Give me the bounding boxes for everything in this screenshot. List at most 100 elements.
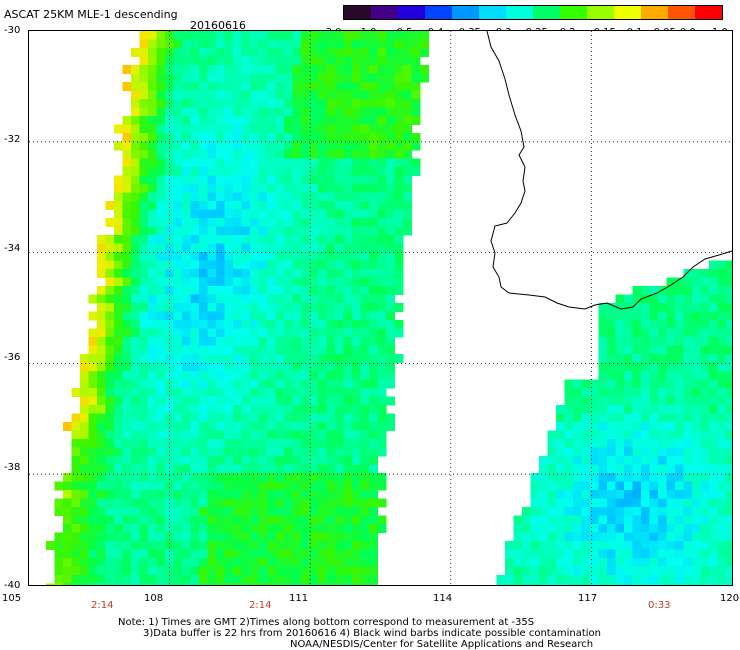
wind-map[interactable] — [28, 30, 733, 586]
wind-pixel — [369, 329, 378, 338]
wind-pixel — [386, 57, 395, 66]
wind-pixel — [403, 159, 412, 168]
wind-pixel — [650, 533, 659, 542]
wind-pixel — [89, 541, 98, 550]
wind-pixel — [216, 371, 225, 380]
wind-pixel — [616, 320, 625, 329]
wind-pixel — [378, 40, 387, 49]
wind-pixel — [174, 31, 183, 40]
wind-pixel — [225, 380, 234, 389]
wind-pixel — [293, 575, 302, 584]
wind-pixel — [718, 456, 727, 465]
wind-pixel — [386, 167, 395, 176]
wind-pixel — [208, 252, 217, 261]
wind-pixel — [140, 303, 149, 312]
wind-pixel — [182, 286, 191, 295]
wind-pixel — [726, 567, 732, 576]
wind-pixel — [199, 465, 208, 474]
wind-pixel — [123, 584, 132, 586]
wind-pixel — [182, 278, 191, 287]
wind-pixel — [97, 524, 106, 533]
wind-pixel — [123, 218, 132, 227]
wind-pixel — [658, 397, 667, 406]
wind-pixel — [199, 567, 208, 576]
lon-label: 105 — [2, 593, 21, 604]
wind-pixel — [726, 541, 732, 550]
wind-pixel — [403, 99, 412, 108]
wind-pixel — [233, 541, 242, 550]
wind-pixel — [556, 533, 565, 542]
wind-pixel — [276, 507, 285, 516]
wind-pixel — [242, 184, 251, 193]
wind-pixel — [284, 558, 293, 567]
wind-pixel — [284, 278, 293, 287]
wind-pixel — [106, 261, 115, 270]
wind-pixel — [361, 567, 370, 576]
wind-pixel — [318, 99, 327, 108]
wind-pixel — [216, 405, 225, 414]
lat-label: -34 — [4, 243, 20, 254]
wind-pixel — [165, 57, 174, 66]
wind-pixel — [310, 159, 319, 168]
wind-pixel — [242, 210, 251, 219]
wind-pixel — [318, 584, 327, 586]
wind-pixel — [386, 65, 395, 74]
wind-pixel — [718, 380, 727, 389]
wind-pixel — [225, 312, 234, 321]
wind-pixel — [701, 507, 710, 516]
wind-pixel — [276, 422, 285, 431]
wind-pixel — [123, 380, 132, 389]
wind-pixel — [191, 108, 200, 117]
wind-pixel — [361, 57, 370, 66]
wind-pixel — [403, 65, 412, 74]
wind-pixel — [692, 320, 701, 329]
wind-pixel — [233, 371, 242, 380]
wind-pixel — [242, 48, 251, 57]
wind-pixel — [684, 320, 693, 329]
wind-pixel — [633, 499, 642, 508]
wind-pixel — [403, 184, 412, 193]
wind-pixel — [182, 167, 191, 176]
wind-pixel — [225, 176, 234, 185]
wind-pixel — [318, 456, 327, 465]
wind-pixel — [726, 524, 732, 533]
wind-pixel — [658, 414, 667, 423]
wind-pixel — [310, 176, 319, 185]
wind-pixel — [131, 465, 140, 474]
wind-pixel — [182, 388, 191, 397]
wind-pixel — [531, 533, 540, 542]
wind-pixel — [607, 312, 616, 321]
wind-pixel — [352, 456, 361, 465]
wind-pixel — [344, 516, 353, 525]
wind-pixel — [327, 125, 336, 134]
wind-pixel — [208, 150, 217, 159]
wind-pixel — [624, 507, 633, 516]
wind-pixel — [369, 507, 378, 516]
wind-pixel — [276, 337, 285, 346]
wind-pixel — [361, 524, 370, 533]
wind-pixel — [335, 218, 344, 227]
wind-pixel — [684, 354, 693, 363]
wind-pixel — [250, 439, 259, 448]
wind-pixel — [131, 48, 140, 57]
wind-pixel — [633, 354, 642, 363]
wind-pixel — [131, 227, 140, 236]
wind-pixel — [403, 167, 412, 176]
wind-pixel — [157, 40, 166, 49]
wind-pixel — [573, 550, 582, 559]
wind-pixel — [233, 499, 242, 508]
wind-pixel — [89, 337, 98, 346]
wind-pixel — [335, 533, 344, 542]
wind-pixel — [412, 82, 421, 91]
wind-pixel — [352, 159, 361, 168]
wind-pixel — [191, 65, 200, 74]
wind-pixel — [123, 465, 132, 474]
wind-pixel — [301, 125, 310, 134]
wind-pixel — [97, 584, 106, 586]
wind-pixel — [293, 184, 302, 193]
wind-pixel — [369, 201, 378, 210]
wind-pixel — [344, 388, 353, 397]
wind-pixel — [140, 414, 149, 423]
wind-pixel — [148, 303, 157, 312]
wind-pixel — [157, 448, 166, 457]
